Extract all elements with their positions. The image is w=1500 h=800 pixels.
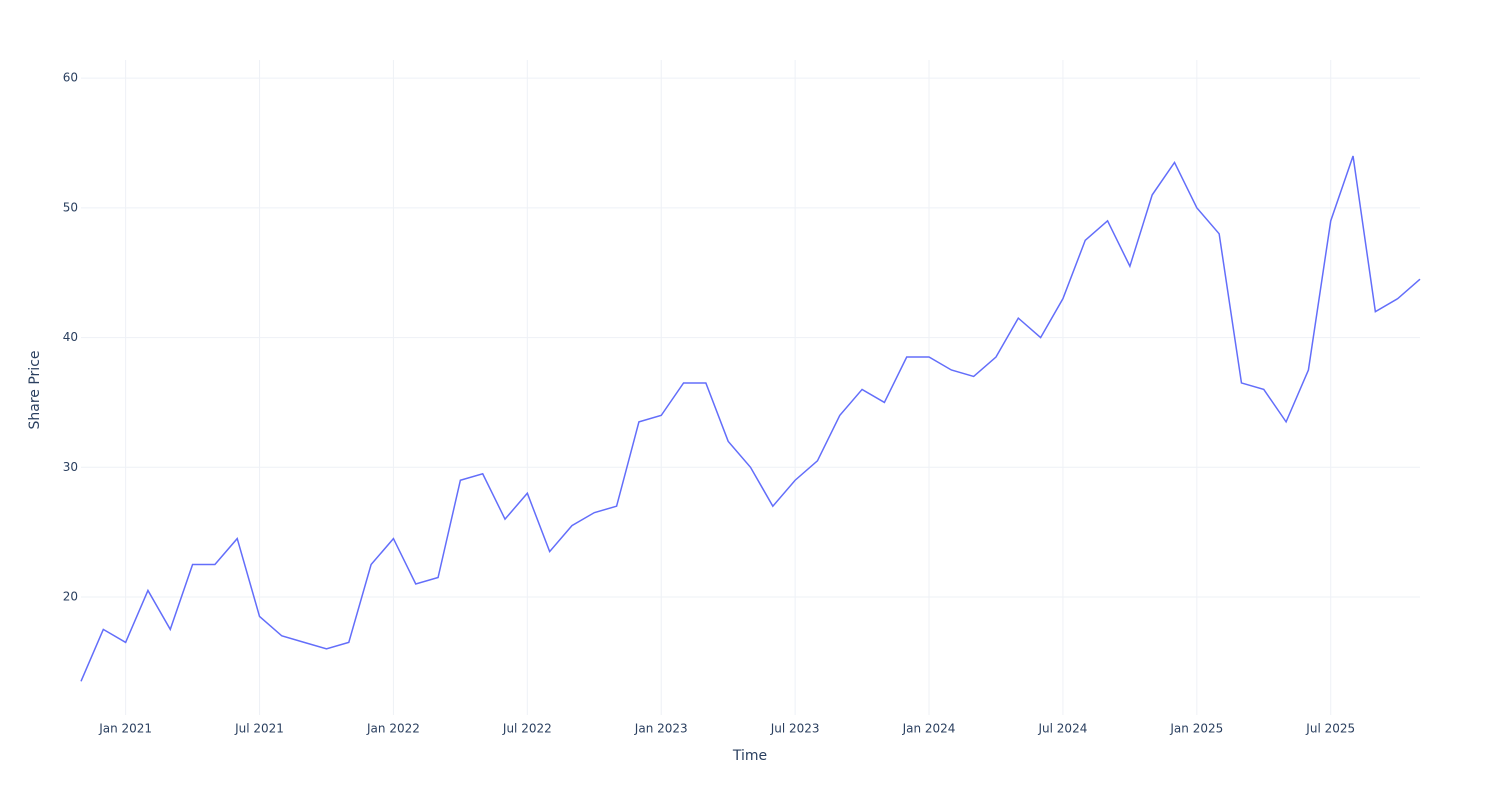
x-tick-label: Jan 2022 (366, 722, 420, 736)
y-tick-label: 30 (63, 460, 78, 474)
x-tick-label: Jan 2024 (902, 722, 956, 736)
y-tick-label: 40 (63, 330, 78, 344)
x-tick-label: Jan 2025 (1169, 722, 1223, 736)
x-tick-label: Jan 2023 (634, 722, 688, 736)
y-tick-label: 60 (63, 71, 78, 85)
x-tick-label: Jan 2021 (98, 722, 152, 736)
x-axis-title: Time (732, 748, 767, 764)
x-tick-label: Jul 2023 (770, 722, 820, 736)
x-tick-label: Jul 2022 (502, 722, 552, 736)
price-line (80, 155, 1421, 682)
y-tick-label: 50 (63, 200, 78, 214)
y-axis-title: Share Price (27, 350, 43, 429)
y-tick-label: 20 (63, 589, 78, 603)
x-tick-label: Jul 2024 (1038, 722, 1088, 736)
x-tick-label: Jul 2025 (1305, 722, 1355, 736)
x-tick-label: Jul 2021 (234, 722, 284, 736)
